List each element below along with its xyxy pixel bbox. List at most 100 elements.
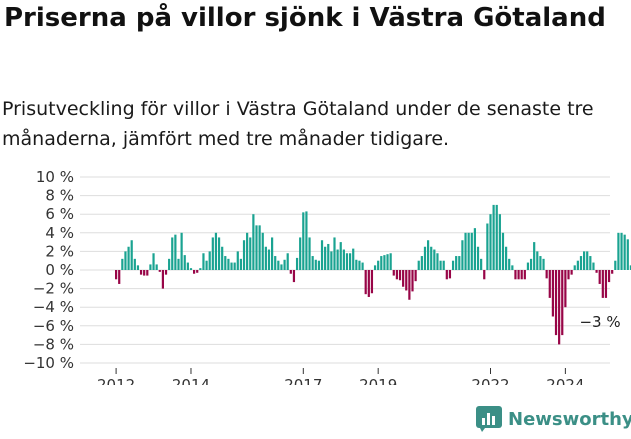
y-tick-label: 4 % [45, 224, 74, 242]
bar [333, 237, 336, 270]
bar [554, 270, 558, 336]
bar [380, 256, 383, 270]
bar [158, 270, 161, 272]
bar [486, 223, 489, 270]
bar [118, 270, 121, 284]
bar [370, 270, 374, 294]
bar [617, 232, 620, 270]
bar [520, 270, 523, 280]
bar [320, 240, 324, 270]
bar [579, 256, 583, 270]
bar [224, 256, 227, 270]
bar [121, 258, 124, 270]
y-tick-label: −10 % [23, 354, 74, 372]
chart-title: Priserna på villor sjönk i Västra Götala… [4, 3, 606, 33]
bar [467, 232, 470, 270]
bar [539, 256, 542, 270]
bar [536, 251, 539, 270]
bar [455, 256, 458, 270]
bar [607, 270, 611, 283]
bar [545, 270, 548, 279]
bar [177, 258, 180, 270]
bar [601, 270, 604, 298]
bar [473, 228, 476, 270]
bar [168, 258, 171, 270]
bar [136, 265, 140, 270]
bar [196, 270, 199, 273]
bar [292, 270, 296, 283]
bar [529, 258, 533, 270]
bar [408, 270, 411, 300]
bar [592, 262, 595, 270]
bar [523, 270, 526, 280]
bar [558, 270, 561, 345]
bar [171, 237, 174, 270]
bar [361, 262, 364, 270]
bar [255, 225, 258, 270]
bar [436, 253, 439, 270]
bar [139, 270, 143, 275]
bar [130, 240, 133, 270]
bar [149, 264, 152, 270]
bar [327, 243, 330, 270]
bar [127, 246, 130, 270]
bar [308, 237, 311, 270]
bar [489, 214, 492, 270]
bar [405, 270, 408, 291]
bar [492, 204, 495, 270]
bar [430, 246, 433, 270]
bar [202, 253, 205, 270]
bar [414, 270, 417, 282]
bar [289, 270, 292, 274]
bar [311, 256, 314, 270]
bar [299, 237, 302, 270]
bar [208, 251, 211, 270]
bar [189, 268, 193, 270]
bar [305, 211, 308, 270]
bar [476, 246, 480, 270]
bar [355, 259, 358, 270]
bar [402, 270, 405, 287]
bar [324, 246, 327, 270]
bar [604, 270, 608, 298]
bar [377, 260, 380, 270]
bar [458, 256, 461, 270]
x-tick-label: 2019 [359, 376, 397, 385]
x-tick-label: 2014 [172, 376, 210, 385]
bar [533, 242, 536, 270]
bar [373, 265, 377, 270]
bar [389, 253, 392, 270]
y-tick-label: 6 % [45, 205, 74, 223]
bar-chart: 10 %8 %6 %4 %2 %0 %−2 %−4 %−6 %−8 %−10 %… [23, 168, 631, 385]
bar [589, 256, 592, 270]
bar [511, 265, 514, 270]
bar [395, 270, 398, 280]
bar [211, 237, 214, 270]
bar [143, 270, 146, 276]
bar [483, 270, 486, 280]
bar [274, 256, 277, 270]
bar [286, 253, 289, 270]
bar [514, 270, 517, 280]
bar [495, 204, 498, 270]
bar [161, 270, 164, 289]
y-tick-label: 8 % [45, 187, 74, 205]
bar [239, 258, 242, 270]
bar [573, 265, 576, 270]
y-tick-label: 2 % [45, 242, 74, 260]
bar [423, 246, 427, 270]
bar [417, 260, 420, 270]
bar [249, 237, 252, 270]
bar [517, 270, 520, 280]
bar [180, 232, 183, 270]
bar [330, 251, 333, 270]
bar [508, 258, 511, 270]
bar [199, 268, 202, 270]
bar [155, 264, 158, 270]
bar [567, 270, 570, 280]
bar [501, 232, 505, 270]
bar [339, 242, 342, 270]
bar [115, 270, 118, 280]
y-tick-label: 10 % [36, 168, 74, 186]
bar [183, 255, 186, 270]
